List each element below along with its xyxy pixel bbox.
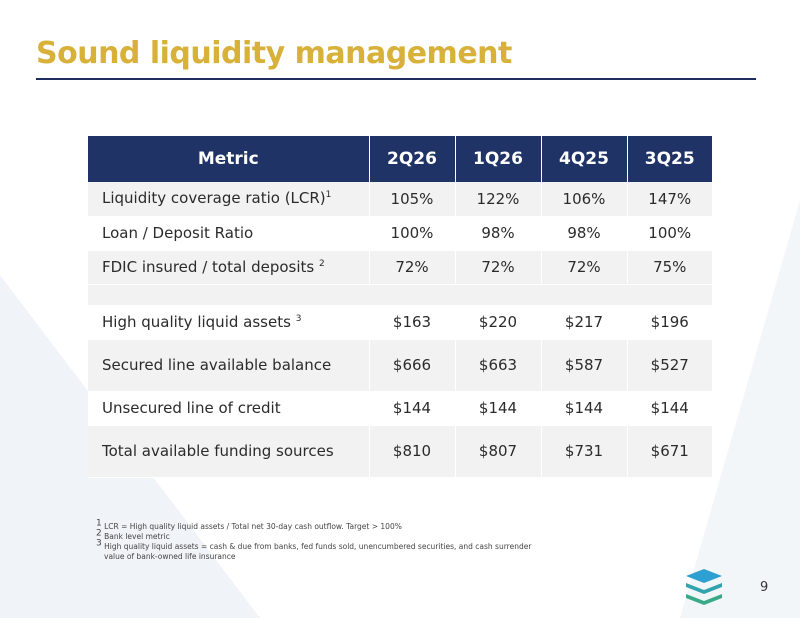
table-cell: 122%: [455, 182, 542, 217]
row-label: Total available funding sources: [88, 425, 370, 478]
table-cell: $196: [627, 305, 712, 340]
header-2q26: 2Q26: [369, 136, 456, 182]
table-cell: 98%: [541, 216, 628, 251]
footnote-2: 2 Bank level metric: [96, 528, 170, 541]
table-row: Secured line available balance $666 $663…: [88, 339, 712, 392]
footnote-3: 3 High quality liquid assets = cash & du…: [96, 538, 532, 551]
table-cell: $807: [455, 425, 542, 478]
table-cell: $527: [627, 339, 712, 392]
table-cell: $163: [369, 305, 456, 340]
liquidity-table: Metric 2Q26 1Q26 4Q25 3Q25 Liquidity cov…: [88, 136, 712, 478]
header-3q25: 3Q25: [627, 136, 712, 182]
table-row: FDIC insured / total deposits 2 72% 72% …: [88, 250, 712, 285]
table-row: Unsecured line of credit $144 $144 $144 …: [88, 391, 712, 426]
logo-layer-middle: [686, 583, 722, 594]
header-metric: Metric: [88, 136, 370, 182]
stacked-layers-logo-icon: [686, 569, 722, 605]
table-cell: $810: [369, 425, 456, 478]
table-spacer-row: [88, 284, 712, 306]
table-cell: $217: [541, 305, 628, 340]
footnote-1: 1 LCR = High quality liquid assets / Tot…: [96, 518, 402, 531]
row-label: Unsecured line of credit: [88, 391, 370, 426]
table-cell: $663: [455, 339, 542, 392]
table-row: Liquidity coverage ratio (LCR)1 105% 122…: [88, 182, 712, 217]
table-cell: 105%: [369, 182, 456, 217]
table-cell: $666: [369, 339, 456, 392]
table-cell: $587: [541, 339, 628, 392]
spacer-cell: [88, 284, 712, 306]
row-label: High quality liquid assets 3: [88, 305, 370, 340]
slide-title: Sound liquidity management: [36, 36, 512, 71]
table-cell: 72%: [455, 250, 542, 285]
table-cell: 98%: [455, 216, 542, 251]
footnote-ref: 1: [325, 190, 332, 201]
table-cell: $220: [455, 305, 542, 340]
row-label: Loan / Deposit Ratio: [88, 216, 370, 251]
row-label: Liquidity coverage ratio (LCR)1: [88, 182, 370, 217]
table-cell: $144: [369, 391, 456, 426]
footnotes: 1 LCR = High quality liquid assets / Tot…: [96, 518, 566, 562]
table-row: Loan / Deposit Ratio 100% 98% 98% 100%: [88, 216, 712, 251]
table-cell: 75%: [627, 250, 712, 285]
header-1q26: 1Q26: [455, 136, 542, 182]
page-number: 9: [760, 580, 769, 595]
title-underline: [36, 78, 756, 80]
table-cell: 100%: [369, 216, 456, 251]
footnote-3-continued: value of bank-owned life insurance: [104, 552, 236, 561]
table-cell: $671: [627, 425, 712, 478]
table-row: High quality liquid assets 3 $163 $220 $…: [88, 305, 712, 340]
footnote-ref: 2: [319, 258, 325, 269]
header-4q25: 4Q25: [541, 136, 628, 182]
logo-layer-bottom: [686, 594, 722, 605]
table-cell: 147%: [627, 182, 712, 217]
table-cell: 100%: [627, 216, 712, 251]
table-cell: 72%: [369, 250, 456, 285]
footnote-ref: 3: [295, 313, 302, 324]
table-cell: $144: [627, 391, 712, 426]
table-cell: $144: [455, 391, 542, 426]
table-cell: $731: [541, 425, 628, 478]
table-cell: 106%: [541, 182, 628, 217]
table-cell: $144: [541, 391, 628, 426]
table-row: Total available funding sources $810 $80…: [88, 425, 712, 478]
table-cell: 72%: [541, 250, 628, 285]
row-label: FDIC insured / total deposits 2: [88, 250, 370, 285]
logo-layer-top: [686, 569, 722, 583]
row-label: Secured line available balance: [88, 339, 370, 392]
table-header-row: Metric 2Q26 1Q26 4Q25 3Q25: [88, 136, 712, 182]
